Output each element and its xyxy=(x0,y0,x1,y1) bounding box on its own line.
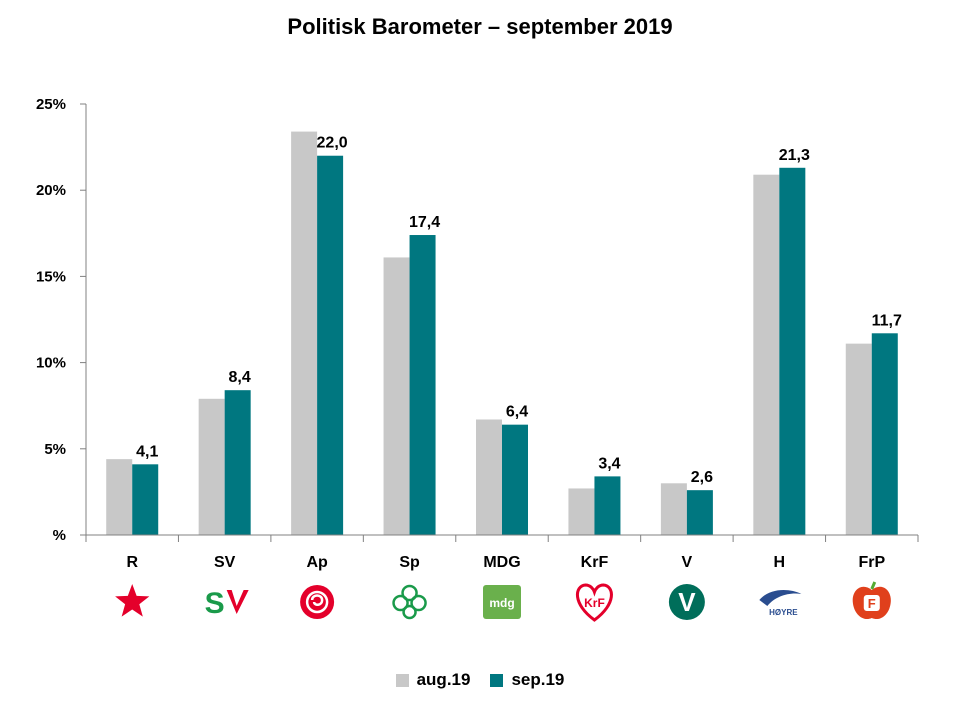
x-tick-label-sp: Sp xyxy=(399,554,420,571)
legend: aug.19 sep.19 xyxy=(0,670,960,690)
bar-aug-krf xyxy=(568,488,595,535)
sv-logo-icon: S xyxy=(205,587,249,620)
legend-swatch-sep xyxy=(490,673,504,687)
x-tick-label-mdg: MDG xyxy=(483,554,520,571)
bar-aug-r xyxy=(106,459,133,535)
bar-aug-frp xyxy=(845,343,872,535)
svg-text:V: V xyxy=(678,587,696,617)
x-tick-label-ap: Ap xyxy=(306,554,328,571)
legend-label-aug: aug.19 xyxy=(416,670,471,689)
svg-text:F: F xyxy=(868,596,876,611)
data-label-sp: 17,4 xyxy=(409,214,440,231)
bar-aug-ap xyxy=(291,131,318,536)
y-tick-label: 25% xyxy=(36,96,66,113)
bar-sep-mdg xyxy=(502,424,528,535)
legend-item-aug: aug.19 xyxy=(395,670,471,690)
hoyre-logo-icon: HØYRE xyxy=(759,590,802,617)
data-label-h: 21,3 xyxy=(779,147,810,164)
bar-sep-h xyxy=(779,167,806,535)
legend-label-sep: sep.19 xyxy=(511,670,565,689)
bar-sep-krf xyxy=(594,476,621,535)
y-tick-label: 20% xyxy=(36,182,66,199)
svg-text:S: S xyxy=(205,587,225,620)
red-star-icon xyxy=(115,584,150,617)
bar-sep-ap xyxy=(317,155,344,535)
bar-aug-v xyxy=(660,483,687,535)
data-label-mdg: 6,4 xyxy=(506,404,528,421)
bar-aug-sv xyxy=(198,398,225,535)
svg-text:mdg: mdg xyxy=(489,596,514,610)
legend-swatch-aug xyxy=(395,673,409,687)
data-label-r: 4,1 xyxy=(136,443,158,460)
bar-sep-sv xyxy=(224,390,251,535)
legend-item-sep: sep.19 xyxy=(490,670,564,690)
y-tick-label: 10% xyxy=(36,355,66,372)
bar-aug-mdg xyxy=(476,419,502,535)
svg-text:HØYRE: HØYRE xyxy=(769,608,798,617)
data-label-sv: 8,4 xyxy=(229,369,251,386)
y-tick-label: % xyxy=(53,527,66,544)
x-tick-label-r: R xyxy=(126,554,138,571)
data-label-krf: 3,4 xyxy=(598,455,620,472)
y-tick-label: 5% xyxy=(44,441,66,458)
frp-apple-icon: F xyxy=(852,581,891,620)
svg-text:KrF: KrF xyxy=(584,596,605,610)
rose-icon xyxy=(300,585,335,619)
clover-icon xyxy=(392,584,427,620)
bar-sep-v xyxy=(686,490,713,535)
bar-aug-h xyxy=(753,174,780,535)
mdg-logo-icon: mdg xyxy=(483,585,521,619)
bar-aug-sp xyxy=(383,257,410,535)
x-tick-label-sv: SV xyxy=(214,554,236,571)
chart-title: Politisk Barometer – september 2019 xyxy=(287,14,673,39)
data-label-v: 2,6 xyxy=(691,469,713,486)
x-tick-label-h: H xyxy=(774,554,786,571)
x-tick-label-v: V xyxy=(682,554,693,571)
data-label-frp: 11,7 xyxy=(872,312,902,329)
x-tick-label-krf: KrF xyxy=(581,554,609,571)
y-tick-label: 15% xyxy=(36,268,66,285)
x-tick-label-frp: FrP xyxy=(858,554,885,571)
data-label-ap: 22,0 xyxy=(317,135,348,152)
bar-sep-frp xyxy=(871,333,898,535)
v-circle-icon: V xyxy=(668,584,705,620)
krf-heart-icon: KrF xyxy=(576,583,613,622)
bar-sep-sp xyxy=(409,235,436,536)
bar-sep-r xyxy=(132,464,159,535)
